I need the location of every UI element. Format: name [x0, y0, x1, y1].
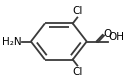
Text: H₂N: H₂N — [2, 37, 21, 46]
Text: OH: OH — [108, 32, 124, 42]
Text: Cl: Cl — [73, 67, 83, 77]
Text: Cl: Cl — [73, 6, 83, 16]
Text: O: O — [104, 29, 112, 39]
